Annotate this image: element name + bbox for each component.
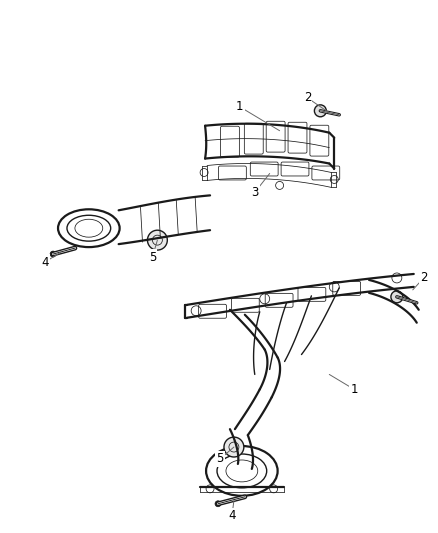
Circle shape	[148, 230, 167, 250]
Text: 5: 5	[149, 251, 156, 263]
Circle shape	[224, 437, 244, 457]
Circle shape	[215, 501, 221, 507]
Text: 1: 1	[236, 100, 244, 114]
Circle shape	[314, 105, 326, 117]
Text: 3: 3	[251, 186, 258, 199]
Text: 4: 4	[41, 255, 49, 269]
Text: 4: 4	[228, 509, 236, 522]
Text: 1: 1	[350, 383, 358, 396]
Text: 2: 2	[420, 271, 427, 285]
Circle shape	[391, 291, 403, 303]
Text: 5: 5	[216, 453, 224, 465]
Text: 2: 2	[304, 91, 311, 104]
Circle shape	[50, 251, 56, 257]
